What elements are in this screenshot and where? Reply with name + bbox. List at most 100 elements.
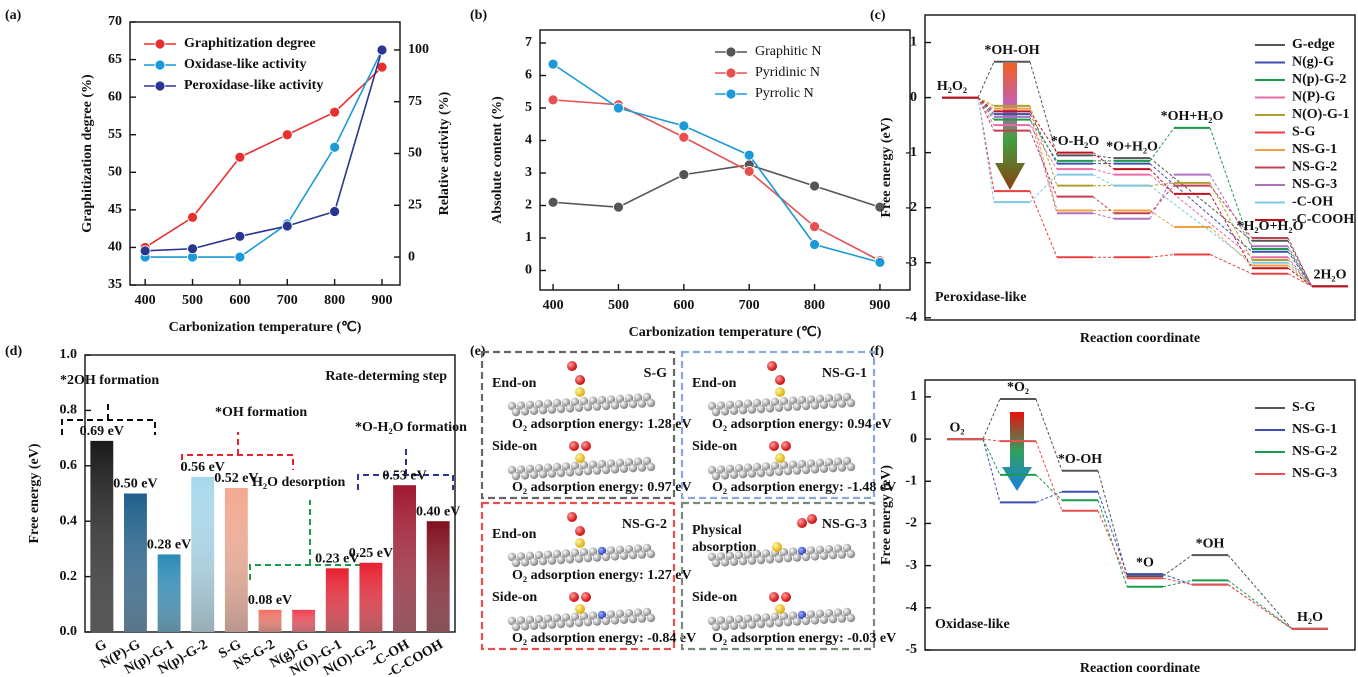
connector <box>1029 124 1058 170</box>
value-label: 0.28 eV <box>147 538 191 553</box>
atom <box>624 545 634 554</box>
panel-tag: (b) <box>470 8 487 23</box>
atom <box>774 554 784 563</box>
connector <box>1097 510 1128 579</box>
y-tick-label: 0.8 <box>60 403 78 418</box>
y-tick-label: 70 <box>108 14 122 29</box>
adsorption-energy: O₂ adsorption energy: 1.27 eV <box>512 568 692 583</box>
atom <box>769 592 779 602</box>
connector <box>1097 470 1128 577</box>
legend-label: N(P)-G <box>1292 90 1336 105</box>
connector <box>1149 182 1175 187</box>
state-label: H₂O <box>1297 610 1323 625</box>
connector <box>1287 256 1313 287</box>
panel-tag: (f) <box>870 344 884 359</box>
atom <box>801 616 811 626</box>
panel-tag: (a) <box>5 8 22 23</box>
data-point <box>376 44 388 56</box>
structure-name: NS-G-1 <box>822 366 867 381</box>
bar-shade <box>393 485 416 632</box>
atom <box>837 550 847 559</box>
atom <box>534 615 544 624</box>
y-tick-label: 50 <box>408 146 422 161</box>
connector <box>1092 152 1115 170</box>
atom <box>597 546 607 556</box>
atom <box>583 554 593 563</box>
y-tick-label: 5 <box>525 100 532 115</box>
connector <box>1209 174 1253 247</box>
connector <box>977 97 995 107</box>
x-tick-label: 600 <box>229 293 250 308</box>
atom <box>588 460 598 469</box>
connector <box>1092 168 1115 176</box>
atom <box>610 465 620 474</box>
state-label: O₂ <box>949 420 964 435</box>
legend-marker <box>725 46 737 58</box>
atom <box>738 557 748 566</box>
atom <box>801 465 811 475</box>
legend-label: Pyrrolic N <box>755 86 814 101</box>
atom <box>511 471 521 481</box>
atom <box>725 464 735 473</box>
atom <box>716 401 726 410</box>
atom <box>507 401 517 411</box>
annotation: Peroxidase-like <box>935 290 1027 305</box>
y-tick-label: 1 <box>525 230 532 245</box>
atom <box>583 467 593 476</box>
connector <box>1149 157 1253 242</box>
y-tick-label: 45 <box>108 202 122 217</box>
connector <box>1029 113 1058 164</box>
legend-marker <box>725 88 737 100</box>
x-tick-label: 800 <box>804 298 825 313</box>
atom <box>646 462 656 472</box>
data-point <box>678 120 690 132</box>
x-tick-label: 700 <box>739 298 760 313</box>
atom <box>783 554 793 563</box>
atom <box>633 608 643 617</box>
atom <box>775 375 785 385</box>
trend-arrow <box>1002 412 1032 491</box>
atom <box>628 615 638 624</box>
plot-frame <box>924 379 1356 651</box>
atom <box>781 441 791 451</box>
annotation: Oxidase-like <box>935 617 1010 632</box>
x-tick-label: 900 <box>372 293 393 308</box>
atom <box>788 611 798 620</box>
atom <box>646 613 656 623</box>
y-tick-label: 6 <box>525 68 532 83</box>
atom <box>581 441 591 451</box>
bar-shade <box>191 476 215 632</box>
atom <box>633 457 643 466</box>
axis-title: Free energy (eV) <box>27 443 42 543</box>
data-point <box>743 165 755 177</box>
atom <box>516 401 526 410</box>
atom <box>610 401 620 410</box>
atom <box>543 614 553 623</box>
legend-label: G-edge <box>1292 37 1335 52</box>
atom <box>556 468 566 478</box>
atom <box>619 615 629 624</box>
y-tick-label: -3 <box>905 255 917 270</box>
orientation-label: Physical <box>692 523 742 538</box>
connector <box>1029 111 1058 153</box>
atom <box>574 467 584 476</box>
connector <box>1149 253 1175 258</box>
atom <box>711 407 721 417</box>
atom <box>516 465 526 474</box>
atom <box>569 441 579 451</box>
connector <box>977 97 995 110</box>
connector <box>977 97 995 120</box>
atom <box>819 551 829 560</box>
legend-label: N(O)-G-1 <box>1292 107 1350 122</box>
connector <box>1029 119 1058 162</box>
atom <box>775 453 785 463</box>
y-tick-label: 0.2 <box>60 569 78 584</box>
atom <box>619 400 629 409</box>
connector <box>1029 105 1058 186</box>
atom <box>774 467 784 476</box>
atom <box>756 468 766 478</box>
atom <box>601 552 611 562</box>
atom <box>534 400 544 409</box>
y-tick-label: 75 <box>408 94 422 109</box>
atom <box>824 394 834 403</box>
